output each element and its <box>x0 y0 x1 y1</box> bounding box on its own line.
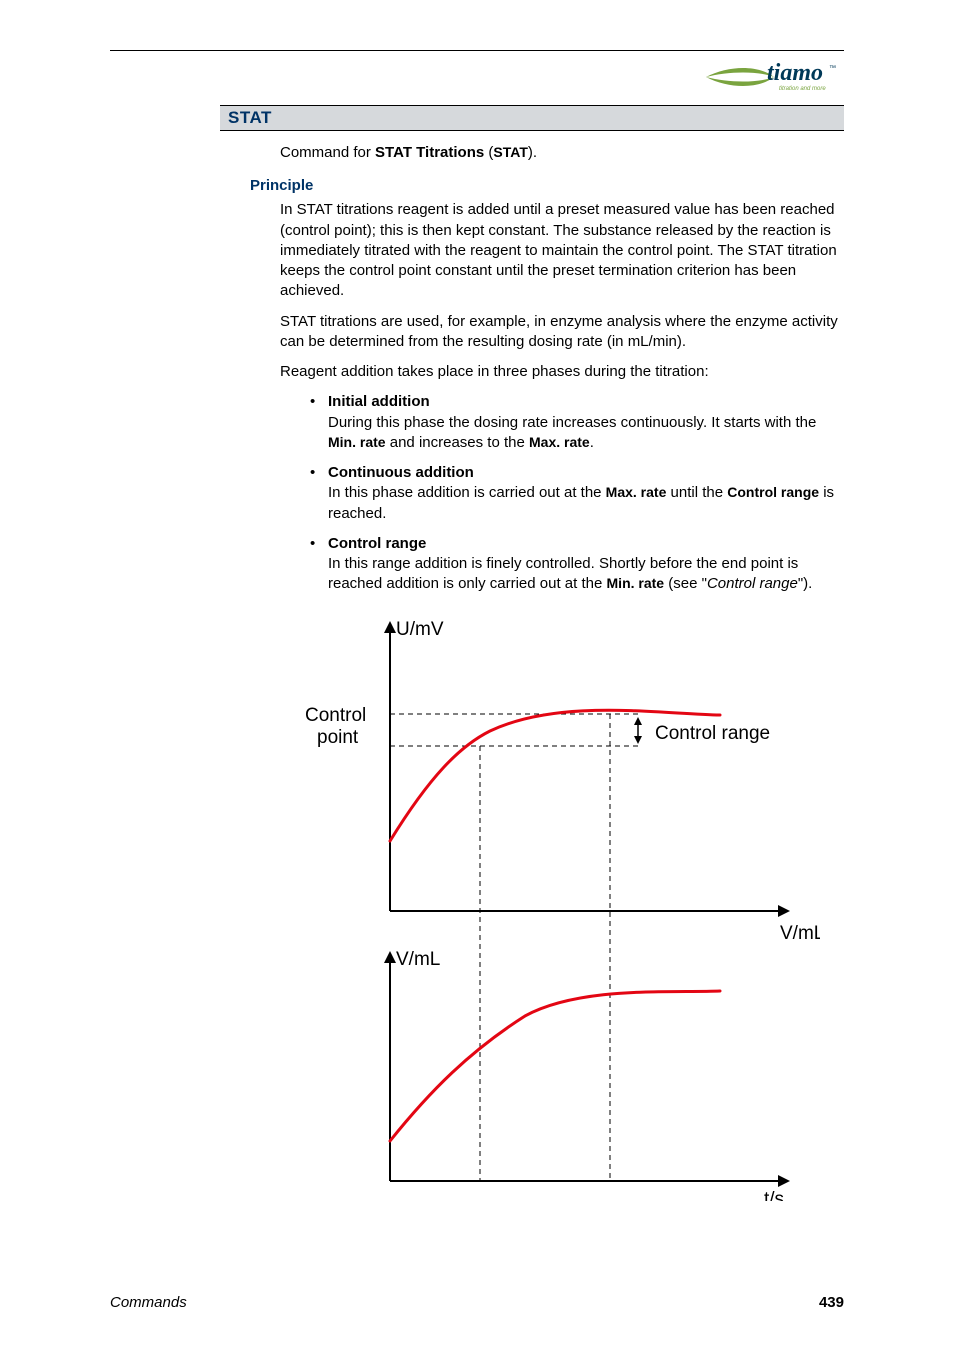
bullet-code: Max. rate <box>529 434 590 450</box>
intro-line: Command for STAT Titrations (STAT). <box>280 143 844 163</box>
svg-text:Control: Control <box>305 705 366 726</box>
intro-bold: STAT Titrations <box>375 144 484 161</box>
bullet-text: "). <box>798 575 813 592</box>
footer-section: Commands <box>110 1294 187 1311</box>
svg-text:t/s: t/s <box>764 1189 784 1201</box>
tiamo-logo: tiamo ™ titration and more <box>704 57 844 97</box>
bullet-italic: Control range <box>707 575 798 592</box>
logo-brand: tiamo <box>767 60 823 86</box>
intro-p2: ). <box>528 144 537 161</box>
svg-text:V/mL: V/mL <box>780 923 820 944</box>
intro-pre: Command for <box>280 144 375 161</box>
paragraph-3: Reagent addition takes place in three ph… <box>280 362 844 382</box>
list-item: Initial addition During this phase the d… <box>310 392 844 453</box>
svg-text:Control range: Control range <box>655 723 770 744</box>
bullet-text: and increases to the <box>386 434 529 451</box>
logo-tm: ™ <box>829 65 836 72</box>
bullet-title: Initial addition <box>328 393 430 410</box>
list-item: Control range In this range addition is … <box>310 534 844 595</box>
page-number: 439 <box>819 1294 844 1311</box>
bullet-code: Control range <box>727 484 819 500</box>
top-rule <box>110 50 844 51</box>
intro-code: STAT <box>493 144 527 160</box>
logo-tagline: titration and more <box>779 86 826 92</box>
bullet-code: Min. rate <box>607 575 665 591</box>
bullet-title: Continuous addition <box>328 464 474 481</box>
logo-container: tiamo ™ titration and more <box>110 57 844 97</box>
bullet-text: In this phase addition is carried out at… <box>328 484 606 501</box>
svg-text:U/mV: U/mV <box>396 619 444 640</box>
bullet-text: . <box>590 434 594 451</box>
bullet-title: Control range <box>328 535 426 552</box>
section-heading: STAT <box>220 105 844 131</box>
bullet-code: Max. rate <box>606 484 667 500</box>
principle-heading: Principle <box>250 177 844 194</box>
svg-text:point: point <box>317 727 359 748</box>
svg-text:V/mL: V/mL <box>396 949 440 970</box>
bullet-text: (see " <box>664 575 707 592</box>
bullet-text: until the <box>666 484 727 501</box>
intro-p1: ( <box>484 144 493 161</box>
paragraph-1: In STAT titrations reagent is added unti… <box>280 200 844 301</box>
list-item: Continuous addition In this phase additi… <box>310 463 844 524</box>
bullet-code: Min. rate <box>328 434 386 450</box>
stat-diagram: U/mV V/mL Controlpoint Control range V/mL t/s <box>300 611 844 1206</box>
bullet-text: During this phase the dosing rate increa… <box>328 414 816 431</box>
paragraph-2: STAT titrations are used, for example, i… <box>280 312 844 353</box>
